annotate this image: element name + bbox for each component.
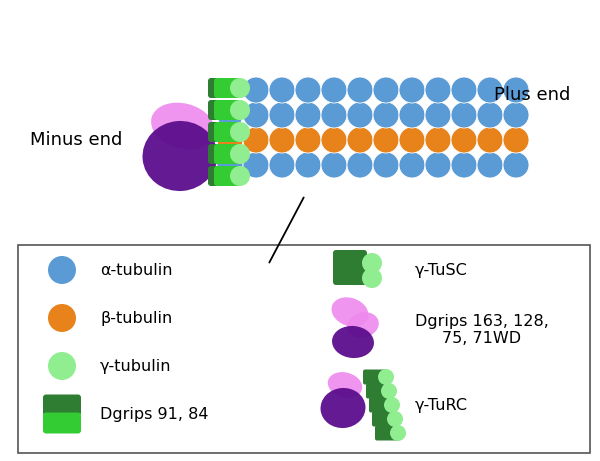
- Ellipse shape: [378, 369, 394, 385]
- Ellipse shape: [320, 388, 365, 428]
- Ellipse shape: [230, 100, 250, 120]
- Text: Minus end: Minus end: [30, 131, 122, 149]
- Ellipse shape: [477, 102, 503, 128]
- Ellipse shape: [399, 127, 425, 153]
- FancyBboxPatch shape: [372, 412, 396, 426]
- Text: Dgrips 163, 128,
75, 71WD: Dgrips 163, 128, 75, 71WD: [415, 314, 549, 346]
- Ellipse shape: [399, 77, 425, 103]
- Text: β-tubulin: β-tubulin: [100, 311, 172, 325]
- Ellipse shape: [328, 372, 362, 398]
- FancyBboxPatch shape: [208, 122, 236, 142]
- Ellipse shape: [477, 152, 503, 178]
- Ellipse shape: [151, 103, 215, 149]
- Ellipse shape: [381, 383, 397, 399]
- Ellipse shape: [347, 312, 379, 338]
- FancyBboxPatch shape: [43, 395, 81, 415]
- Text: γ-tubulin: γ-tubulin: [100, 359, 172, 373]
- Ellipse shape: [503, 152, 529, 178]
- Ellipse shape: [48, 304, 76, 332]
- Ellipse shape: [143, 121, 217, 191]
- Ellipse shape: [451, 102, 477, 128]
- Ellipse shape: [477, 127, 503, 153]
- Ellipse shape: [362, 268, 382, 288]
- Ellipse shape: [243, 127, 269, 153]
- Text: α-tubulin: α-tubulin: [100, 262, 173, 278]
- Ellipse shape: [48, 256, 76, 284]
- Ellipse shape: [217, 127, 243, 153]
- FancyBboxPatch shape: [333, 250, 367, 270]
- Ellipse shape: [425, 102, 451, 128]
- Ellipse shape: [384, 397, 400, 413]
- Ellipse shape: [399, 152, 425, 178]
- Ellipse shape: [503, 127, 529, 153]
- Ellipse shape: [269, 102, 295, 128]
- Ellipse shape: [269, 152, 295, 178]
- Ellipse shape: [332, 297, 368, 327]
- Ellipse shape: [373, 102, 399, 128]
- Ellipse shape: [230, 122, 250, 142]
- FancyBboxPatch shape: [214, 100, 242, 120]
- Ellipse shape: [321, 77, 347, 103]
- Ellipse shape: [362, 253, 382, 273]
- Ellipse shape: [321, 152, 347, 178]
- Ellipse shape: [321, 127, 347, 153]
- FancyBboxPatch shape: [363, 370, 387, 384]
- FancyBboxPatch shape: [214, 144, 242, 164]
- Ellipse shape: [321, 102, 347, 128]
- Ellipse shape: [332, 326, 374, 358]
- Ellipse shape: [243, 102, 269, 128]
- Ellipse shape: [347, 152, 373, 178]
- Text: γ-TuSC: γ-TuSC: [415, 262, 468, 278]
- Ellipse shape: [347, 127, 373, 153]
- Ellipse shape: [425, 77, 451, 103]
- Ellipse shape: [295, 127, 321, 153]
- Ellipse shape: [425, 127, 451, 153]
- FancyBboxPatch shape: [208, 166, 236, 186]
- Ellipse shape: [503, 77, 529, 103]
- Ellipse shape: [399, 102, 425, 128]
- Ellipse shape: [295, 102, 321, 128]
- Ellipse shape: [451, 127, 477, 153]
- Ellipse shape: [451, 77, 477, 103]
- FancyBboxPatch shape: [333, 265, 367, 285]
- Ellipse shape: [425, 152, 451, 178]
- Ellipse shape: [230, 78, 250, 98]
- FancyBboxPatch shape: [214, 166, 242, 186]
- Ellipse shape: [230, 144, 250, 164]
- Ellipse shape: [217, 152, 243, 178]
- Ellipse shape: [503, 102, 529, 128]
- Ellipse shape: [373, 77, 399, 103]
- Ellipse shape: [243, 77, 269, 103]
- FancyBboxPatch shape: [208, 78, 236, 98]
- Ellipse shape: [347, 102, 373, 128]
- FancyBboxPatch shape: [369, 397, 393, 413]
- Ellipse shape: [269, 127, 295, 153]
- Ellipse shape: [387, 411, 403, 427]
- Ellipse shape: [390, 425, 406, 441]
- Ellipse shape: [451, 152, 477, 178]
- FancyBboxPatch shape: [208, 100, 236, 120]
- FancyBboxPatch shape: [208, 144, 236, 164]
- Ellipse shape: [269, 77, 295, 103]
- Ellipse shape: [347, 77, 373, 103]
- Ellipse shape: [295, 77, 321, 103]
- Ellipse shape: [230, 166, 250, 186]
- FancyBboxPatch shape: [43, 413, 81, 433]
- Ellipse shape: [243, 152, 269, 178]
- FancyBboxPatch shape: [214, 122, 242, 142]
- Text: γ-TuRC: γ-TuRC: [415, 397, 468, 413]
- FancyBboxPatch shape: [366, 384, 390, 398]
- Ellipse shape: [373, 152, 399, 178]
- FancyBboxPatch shape: [214, 78, 242, 98]
- Ellipse shape: [477, 77, 503, 103]
- Ellipse shape: [373, 127, 399, 153]
- Text: Plus end: Plus end: [494, 86, 570, 104]
- FancyBboxPatch shape: [18, 245, 590, 453]
- Ellipse shape: [48, 352, 76, 380]
- Ellipse shape: [217, 102, 243, 128]
- Text: Dgrips 91, 84: Dgrips 91, 84: [100, 407, 209, 421]
- Ellipse shape: [295, 152, 321, 178]
- FancyBboxPatch shape: [375, 426, 399, 441]
